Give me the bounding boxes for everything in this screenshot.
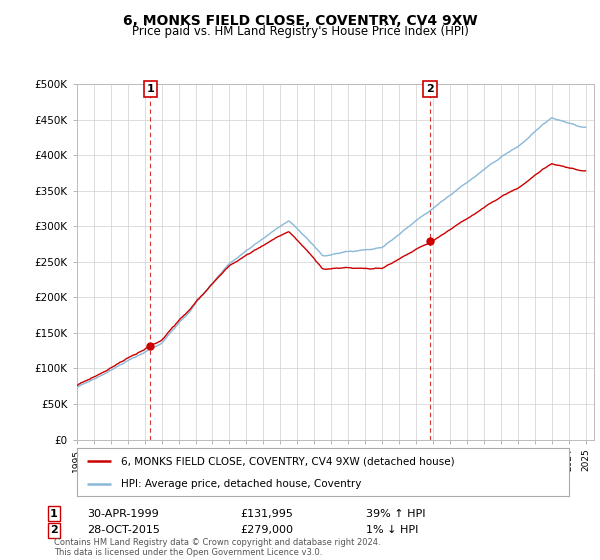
Text: 1: 1 <box>146 84 154 94</box>
Text: 2: 2 <box>50 525 58 535</box>
Text: 1% ↓ HPI: 1% ↓ HPI <box>366 525 418 535</box>
Text: £131,995: £131,995 <box>240 508 293 519</box>
Text: 2: 2 <box>426 84 434 94</box>
Text: 39% ↑ HPI: 39% ↑ HPI <box>366 508 425 519</box>
Text: Price paid vs. HM Land Registry's House Price Index (HPI): Price paid vs. HM Land Registry's House … <box>131 25 469 38</box>
Text: Contains HM Land Registry data © Crown copyright and database right 2024.
This d: Contains HM Land Registry data © Crown c… <box>54 538 380 557</box>
Text: 6, MONKS FIELD CLOSE, COVENTRY, CV4 9XW: 6, MONKS FIELD CLOSE, COVENTRY, CV4 9XW <box>122 14 478 28</box>
Text: HPI: Average price, detached house, Coventry: HPI: Average price, detached house, Cove… <box>121 479 361 489</box>
Text: 6, MONKS FIELD CLOSE, COVENTRY, CV4 9XW (detached house): 6, MONKS FIELD CLOSE, COVENTRY, CV4 9XW … <box>121 456 455 466</box>
Text: 1: 1 <box>50 508 58 519</box>
Text: £279,000: £279,000 <box>240 525 293 535</box>
Text: 28-OCT-2015: 28-OCT-2015 <box>87 525 160 535</box>
Text: 30-APR-1999: 30-APR-1999 <box>87 508 159 519</box>
